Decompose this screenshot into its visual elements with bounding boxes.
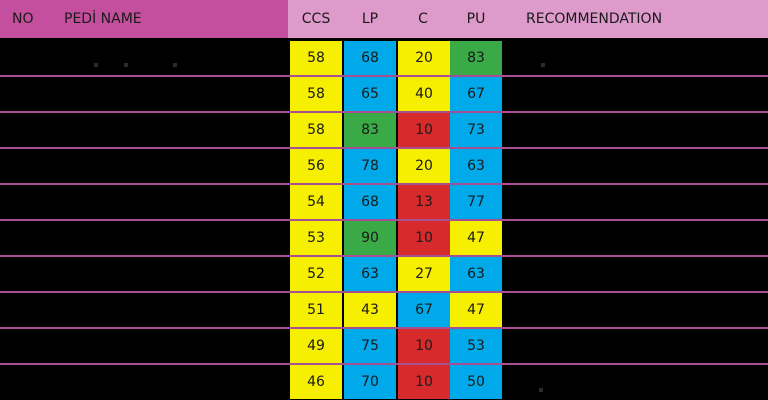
header-left-band: NO PEDİ NAME bbox=[0, 0, 288, 38]
table-cell-c: 20 bbox=[398, 149, 450, 183]
decorative-dot bbox=[173, 63, 177, 67]
table-cell-lp: 70 bbox=[344, 365, 396, 399]
row-separator bbox=[0, 147, 768, 149]
table-cell-ccs: 46 bbox=[290, 365, 342, 399]
table-cell-c: 67 bbox=[398, 293, 450, 327]
row-separator bbox=[0, 255, 768, 257]
table-cell-pu: 47 bbox=[450, 293, 502, 327]
table-cell-ccs: 58 bbox=[290, 77, 342, 111]
row-separator bbox=[0, 75, 768, 77]
table-cell-c: 10 bbox=[398, 365, 450, 399]
table-cell-ccs: 51 bbox=[290, 293, 342, 327]
table-cell-lp: 63 bbox=[344, 257, 396, 291]
row-separator bbox=[0, 183, 768, 185]
header-lp: LP bbox=[344, 0, 396, 38]
table-cell-lp: 83 bbox=[344, 113, 396, 147]
decorative-dot bbox=[124, 63, 128, 67]
row-separator bbox=[0, 291, 768, 293]
table-header: NO PEDİ NAME CCS LP C PU RECOMMENDATION bbox=[0, 0, 768, 38]
table-cell-ccs: 49 bbox=[290, 329, 342, 363]
table-cell-pu: 73 bbox=[450, 113, 502, 147]
table-cell-c: 13 bbox=[398, 185, 450, 219]
table-cell-lp: 75 bbox=[344, 329, 396, 363]
header-recommendation: RECOMMENDATION bbox=[502, 0, 768, 38]
table-cell-ccs: 54 bbox=[290, 185, 342, 219]
row-separator bbox=[0, 363, 768, 365]
header-ccs: CCS bbox=[288, 0, 344, 38]
table-cell-ccs: 52 bbox=[290, 257, 342, 291]
table-cell-ccs: 53 bbox=[290, 221, 342, 255]
table-cell-lp: 68 bbox=[344, 185, 396, 219]
table-cell-pu: 83 bbox=[450, 41, 502, 75]
table-cell-lp: 43 bbox=[344, 293, 396, 327]
decorative-dot bbox=[539, 388, 543, 392]
header-recommendation-label: RECOMMENDATION bbox=[526, 11, 663, 27]
table-cell-lp: 90 bbox=[344, 221, 396, 255]
header-pu: PU bbox=[450, 0, 502, 38]
table-cell-ccs: 56 bbox=[290, 149, 342, 183]
header-no: NO bbox=[12, 11, 34, 27]
table-cell-pu: 53 bbox=[450, 329, 502, 363]
table-cell-c: 10 bbox=[398, 329, 450, 363]
table-cell-pu: 63 bbox=[450, 257, 502, 291]
table-cell-ccs: 58 bbox=[290, 113, 342, 147]
table-cell-ccs: 58 bbox=[290, 41, 342, 75]
table-cell-lp: 68 bbox=[344, 41, 396, 75]
row-separator bbox=[0, 327, 768, 329]
decorative-dot bbox=[94, 63, 98, 67]
table-cell-pu: 47 bbox=[450, 221, 502, 255]
table-cell-pu: 77 bbox=[450, 185, 502, 219]
table-cell-c: 20 bbox=[398, 41, 450, 75]
table-cell-c: 40 bbox=[398, 77, 450, 111]
header-name: PEDİ NAME bbox=[64, 11, 142, 27]
table-cell-lp: 65 bbox=[344, 77, 396, 111]
row-separator bbox=[0, 219, 768, 221]
table-cell-pu: 67 bbox=[450, 77, 502, 111]
table-cell-c: 10 bbox=[398, 113, 450, 147]
table-cell-lp: 78 bbox=[344, 149, 396, 183]
table-cell-c: 10 bbox=[398, 221, 450, 255]
header-c: C bbox=[396, 0, 450, 38]
table-cell-pu: 50 bbox=[450, 365, 502, 399]
row-separator bbox=[0, 111, 768, 113]
table-cell-pu: 63 bbox=[450, 149, 502, 183]
table-cell-c: 27 bbox=[398, 257, 450, 291]
decorative-dot bbox=[541, 63, 545, 67]
